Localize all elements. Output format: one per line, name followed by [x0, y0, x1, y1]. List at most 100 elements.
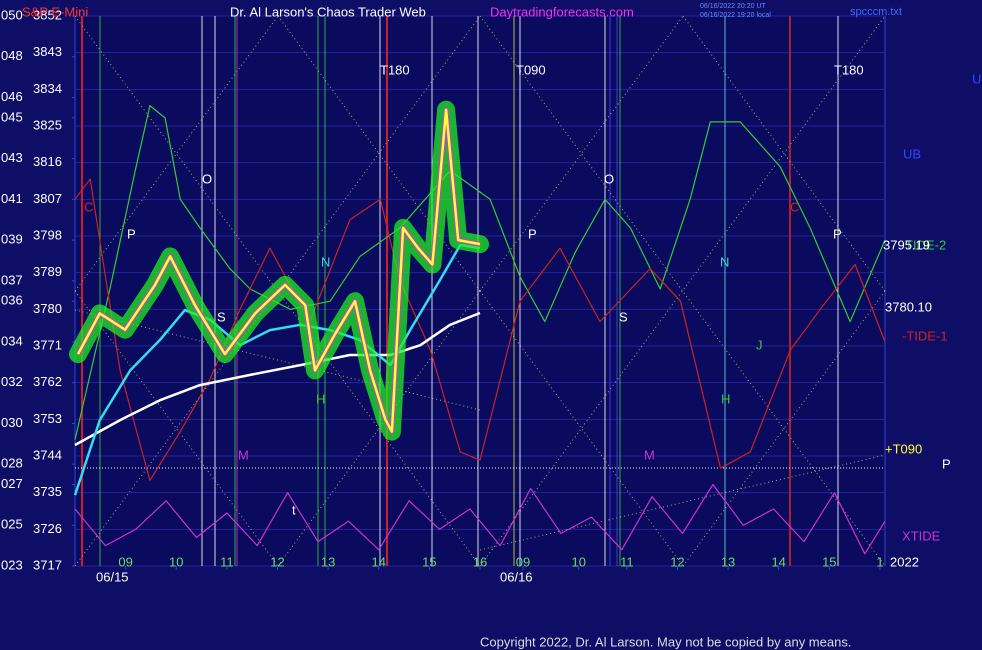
- y2-tick-label: 048: [1, 48, 23, 63]
- y2-tick-label: 045: [1, 109, 23, 124]
- series-line: [76, 108, 481, 433]
- y-tick-label: 3726: [33, 521, 62, 536]
- x-tick-label: 15: [422, 554, 436, 569]
- annotation: S: [217, 309, 226, 324]
- y2-tick-label: 023: [1, 557, 23, 572]
- website: Daytradingforecasts.com: [490, 4, 634, 19]
- x-tick-label: 12: [670, 554, 684, 569]
- y-tick-label: 3843: [33, 44, 62, 59]
- series-line: [74, 483, 886, 555]
- annotation: U: [972, 71, 981, 86]
- annotation: UB: [903, 146, 921, 161]
- y-tick-label: 3762: [33, 374, 62, 389]
- y-tick-label: 3825: [33, 117, 62, 132]
- annotation: N: [321, 254, 330, 269]
- x-tick-label: 10: [169, 554, 183, 569]
- annotation: J: [756, 337, 763, 352]
- series-name: TIDE-2: [905, 237, 946, 252]
- series-line: [74, 105, 886, 440]
- y-tick-label: 3744: [33, 447, 62, 462]
- y2-tick-label: 036: [1, 293, 23, 308]
- angle-line: [277, 290, 481, 567]
- annotation: O: [604, 171, 614, 186]
- y-tick-label: 3789: [33, 264, 62, 279]
- y2-tick-label: 043: [1, 150, 23, 165]
- y-tick-label: 3816: [33, 154, 62, 169]
- y-tick-label: 3717: [33, 557, 62, 572]
- series-name: -TIDE-1: [902, 328, 948, 343]
- angle-line: [682, 290, 886, 567]
- x-tick-label: 15: [822, 554, 836, 569]
- angle-line: [74, 309, 481, 411]
- annotation: P: [942, 456, 951, 471]
- series-line: [74, 178, 886, 481]
- x-tick-label: 16: [473, 554, 487, 569]
- instrument: S&P E-Mini: [22, 4, 88, 19]
- y-tick-label: 3753: [33, 411, 62, 426]
- annotation: M: [644, 447, 655, 462]
- y2-tick-label: 039: [1, 232, 23, 247]
- x-tick-label: 10: [571, 554, 585, 569]
- series-line: [73, 243, 481, 496]
- x-tick-label: 13: [721, 554, 735, 569]
- x-tick-label: 1: [876, 554, 883, 569]
- x-tick-label: 11: [620, 554, 634, 569]
- chart-title: Dr. Al Larson's Chaos Trader Web: [230, 4, 426, 19]
- labels: 3717 3726 3735 3744 3753 3762 3771 3780 3789 3798…: [1, 7, 981, 572]
- annotation: M: [238, 447, 249, 462]
- timestamp: 06/16/2022 20:20 UT: [700, 3, 766, 10]
- angle-line: [479, 15, 684, 292]
- x-tick-label: 12: [270, 554, 284, 569]
- y2-tick-label: 050: [1, 7, 23, 22]
- y-tick-label: 3780: [33, 301, 62, 316]
- annotation: P: [528, 226, 537, 241]
- year-label: 2022: [890, 554, 919, 569]
- annotation: H: [721, 391, 730, 406]
- timestamp: 06/16/2022 19:20 local: [700, 12, 771, 19]
- y2-tick-label: 046: [1, 89, 23, 104]
- annotation: T180: [380, 62, 410, 77]
- y2-tick-label: 041: [1, 191, 23, 206]
- series-line: [74, 311, 481, 447]
- annotation: N: [720, 254, 729, 269]
- x-tick-label: 09: [118, 554, 132, 569]
- annotation: +T090: [885, 441, 922, 456]
- y2-tick-label: 025: [1, 517, 23, 532]
- annotation: C: [790, 199, 799, 214]
- y2-tick-label: 037: [1, 272, 23, 287]
- annotation: 3795.19: [883, 237, 930, 252]
- angle-line: [74, 15, 279, 292]
- angle-line: [277, 15, 481, 292]
- series: [69, 100, 886, 555]
- annotation: S: [619, 309, 628, 324]
- annotation: P: [833, 226, 842, 241]
- annotation: C: [84, 199, 93, 214]
- annotation: 3780.10: [885, 299, 932, 314]
- annotation: O: [202, 171, 212, 186]
- x-tick-label: 11: [220, 554, 234, 569]
- y-tick-label: 3735: [33, 484, 62, 499]
- angle-line: [74, 290, 279, 567]
- angle-line: [682, 15, 886, 292]
- y2-tick-label: 030: [1, 415, 23, 430]
- annotation: P: [127, 226, 136, 241]
- file-name: spcccm.txt: [850, 6, 902, 18]
- annotation: T090: [516, 62, 546, 77]
- x-tick-label: 13: [321, 554, 335, 569]
- x-tick-label: 14: [372, 554, 386, 569]
- y2-tick-label: 027: [1, 476, 23, 491]
- x-tick-label: 09: [516, 554, 530, 569]
- copyright: Copyright 2022, Dr. Al Larson. May not b…: [480, 634, 851, 649]
- y2-tick-label: 032: [1, 374, 23, 389]
- angle-line: [479, 290, 684, 567]
- annotation: t: [292, 502, 296, 517]
- y2-tick-label: 034: [1, 333, 23, 348]
- y-tick-label: 3771: [33, 337, 62, 352]
- y2-tick-label: 028: [1, 456, 23, 471]
- date-label: 06/15: [96, 569, 129, 584]
- annotation: H: [316, 391, 325, 406]
- x-tick-label: 14: [771, 554, 785, 569]
- y-tick-label: 3807: [33, 191, 62, 206]
